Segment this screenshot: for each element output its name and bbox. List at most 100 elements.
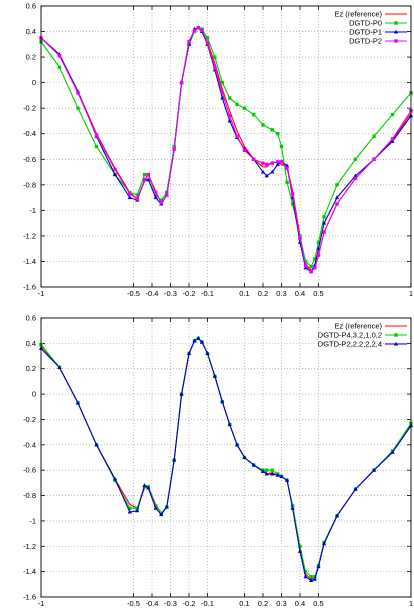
data-point (242, 148, 247, 153)
data-point (353, 157, 358, 161)
legend-label: DGTD-P1 (349, 28, 382, 37)
data-point (290, 505, 295, 510)
data-point (316, 253, 321, 257)
data-point (279, 474, 284, 479)
y-tick-label: -0.2 (23, 104, 36, 113)
data-point (261, 123, 265, 127)
data-point (228, 96, 232, 100)
chart-bottom: 0.6 0.4 0.2 0 -0.2 -0.4 -0.6 -0.8 -1 -1.2 -1.4 -1.6… (23, 314, 414, 608)
data-point (94, 144, 99, 149)
x-tick-label: -0.2 (183, 599, 196, 608)
data-point (135, 508, 140, 513)
data-point (285, 180, 289, 184)
data-point (220, 399, 225, 404)
x-tick-label: 0.5 (313, 599, 323, 608)
data-point (279, 144, 284, 149)
x-tick-label: 0.1 (239, 599, 249, 608)
x-tick-label: -0.1 (201, 289, 214, 298)
legend-label: DGTD-P2 (349, 37, 382, 46)
data-point (112, 172, 118, 177)
data-point (284, 478, 290, 482)
data-point (200, 28, 204, 32)
data-point (127, 195, 132, 200)
data-point (76, 106, 80, 110)
x-tick-label: -0.4 (146, 289, 159, 298)
data-point (276, 132, 280, 136)
data-point (220, 91, 224, 95)
y-tick-label: -0.6 (23, 155, 36, 164)
x-tick-label: -0.4 (146, 599, 159, 608)
data-point (334, 195, 340, 200)
data-point (172, 457, 177, 462)
data-point (371, 467, 377, 472)
data-point (213, 55, 217, 59)
data-point (205, 351, 210, 356)
legend-label: Ez (reference) (334, 322, 382, 331)
data-point (235, 102, 239, 107)
data-point (196, 26, 200, 30)
data-point (94, 133, 99, 137)
y-tick-label: 0 (32, 78, 36, 87)
data-point (127, 509, 132, 514)
data-point (335, 202, 339, 206)
data-point (316, 240, 321, 244)
data-point (298, 544, 302, 548)
data-point (270, 471, 275, 476)
data-point (298, 236, 302, 241)
data-point (321, 220, 327, 225)
data-point (265, 162, 269, 167)
data-point (159, 512, 164, 517)
legend-marker (393, 341, 399, 346)
x-tick-label: 0.1 (239, 289, 249, 298)
data-point (179, 80, 184, 85)
data-point (290, 192, 295, 196)
data-point (335, 183, 339, 187)
data-point (159, 201, 163, 205)
y-tick-label: -1 (29, 206, 36, 215)
data-point (313, 257, 317, 261)
plot-frame (40, 5, 412, 288)
data-point (270, 161, 274, 165)
x-tick-label: 0.3 (276, 289, 286, 298)
data-point (303, 265, 308, 270)
data-point (220, 95, 225, 100)
data-point (275, 472, 280, 477)
data-point (146, 177, 151, 182)
data-point (196, 335, 201, 340)
data-point (135, 197, 139, 201)
data-point (303, 574, 308, 579)
y-tick-label: -1.6 (23, 283, 36, 292)
data-point (186, 351, 192, 356)
x-tick-label: 0.3 (276, 599, 286, 608)
legend-label: DGTD-P4,3,2,1,0,2 (318, 331, 382, 340)
y-tick-label: 0.4 (26, 339, 36, 348)
legend-label: DGTD-P0 (349, 19, 382, 28)
data-point (135, 506, 139, 510)
data-point (165, 193, 169, 197)
data-point (199, 339, 205, 344)
data-point (242, 455, 247, 459)
data-point (303, 569, 308, 574)
data-point (57, 54, 62, 58)
data-point (309, 575, 313, 579)
data-point (390, 112, 395, 117)
data-point (390, 137, 395, 141)
data-point (242, 106, 247, 110)
data-point (128, 506, 132, 510)
x-tick-label: -0.1 (201, 599, 214, 608)
y-tick-label: -0.6 (23, 466, 36, 475)
data-point (192, 28, 197, 32)
data-point (297, 549, 303, 553)
plot-area (41, 318, 411, 597)
legend: Ez (reference)DGTD-P4,3,2,1,0,2DGTD-P2,2… (318, 322, 407, 349)
data-point (227, 118, 232, 123)
data-point (313, 266, 317, 270)
x-tick-label: -1 (38, 599, 45, 608)
data-point (212, 374, 217, 378)
y-tick-label: 0.6 (26, 314, 36, 323)
legend-label: Ez (reference) (334, 10, 382, 19)
series-2 (38, 335, 414, 583)
data-point (172, 147, 176, 151)
x-tick-label: -0.2 (183, 289, 196, 298)
